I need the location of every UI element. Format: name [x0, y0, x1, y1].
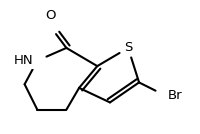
Text: O: O: [45, 10, 55, 23]
Text: HN: HN: [14, 54, 34, 67]
Text: S: S: [124, 41, 132, 54]
Text: Br: Br: [168, 89, 183, 102]
